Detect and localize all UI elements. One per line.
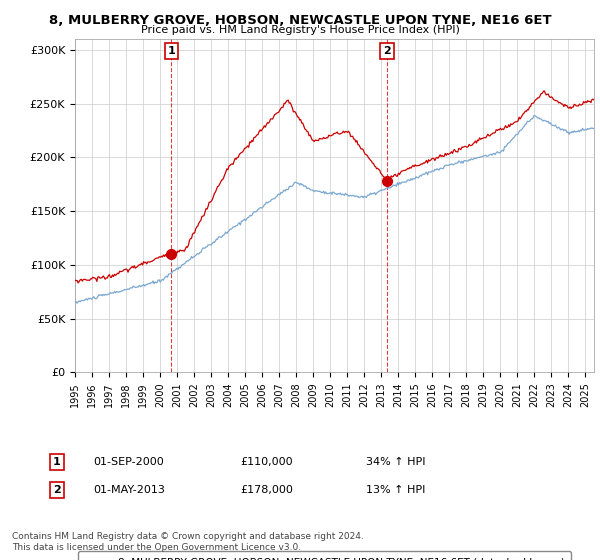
Text: 34% ↑ HPI: 34% ↑ HPI bbox=[366, 457, 425, 467]
Text: Contains HM Land Registry data © Crown copyright and database right 2024.
This d: Contains HM Land Registry data © Crown c… bbox=[12, 532, 364, 552]
Text: £178,000: £178,000 bbox=[240, 485, 293, 495]
Text: 2: 2 bbox=[383, 46, 391, 56]
Text: 01-SEP-2000: 01-SEP-2000 bbox=[93, 457, 164, 467]
Text: 1: 1 bbox=[53, 457, 61, 467]
Legend: 8, MULBERRY GROVE, HOBSON, NEWCASTLE UPON TYNE, NE16 6ET (detached house), HPI: : 8, MULBERRY GROVE, HOBSON, NEWCASTLE UPO… bbox=[77, 551, 571, 560]
Text: 8, MULBERRY GROVE, HOBSON, NEWCASTLE UPON TYNE, NE16 6ET: 8, MULBERRY GROVE, HOBSON, NEWCASTLE UPO… bbox=[49, 14, 551, 27]
Text: Price paid vs. HM Land Registry's House Price Index (HPI): Price paid vs. HM Land Registry's House … bbox=[140, 25, 460, 35]
Text: 01-MAY-2013: 01-MAY-2013 bbox=[93, 485, 165, 495]
Text: 2: 2 bbox=[53, 485, 61, 495]
Text: £110,000: £110,000 bbox=[240, 457, 293, 467]
Text: 13% ↑ HPI: 13% ↑ HPI bbox=[366, 485, 425, 495]
Text: 1: 1 bbox=[167, 46, 175, 56]
